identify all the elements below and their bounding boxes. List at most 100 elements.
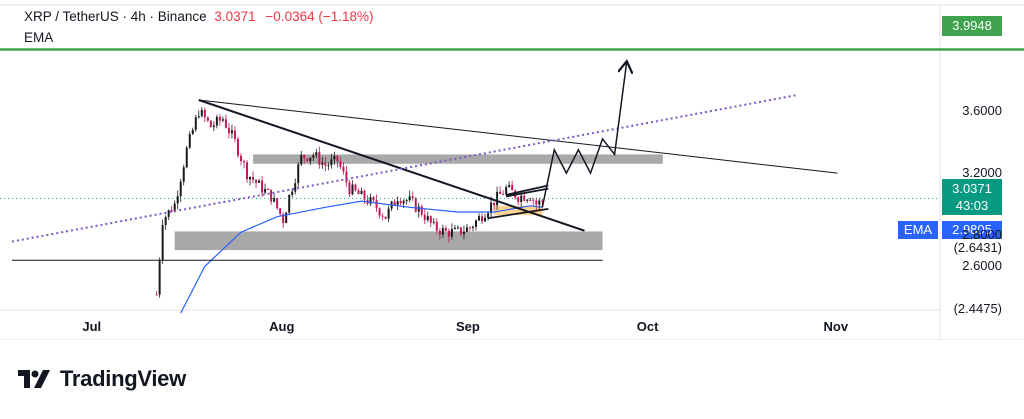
candle-body bbox=[456, 227, 459, 229]
candle-body bbox=[327, 165, 330, 167]
candle-body bbox=[493, 202, 496, 206]
candle-body bbox=[182, 167, 185, 182]
candle-body bbox=[252, 176, 255, 180]
candle-body bbox=[270, 189, 273, 202]
candle-body bbox=[375, 200, 378, 209]
candle-body bbox=[459, 227, 462, 235]
x-tick-label: Oct bbox=[636, 319, 659, 334]
candle-body bbox=[339, 161, 342, 167]
gray-zone bbox=[253, 154, 663, 164]
candle-body bbox=[487, 213, 490, 218]
candle-body bbox=[315, 152, 318, 156]
candle-body bbox=[490, 202, 493, 214]
candle-body bbox=[258, 180, 261, 183]
candle-body bbox=[475, 220, 477, 227]
candle-body bbox=[520, 195, 523, 202]
candle-body bbox=[499, 191, 502, 195]
candle-body bbox=[444, 228, 447, 231]
candle-body bbox=[224, 119, 227, 128]
candle-body bbox=[411, 196, 414, 199]
candle-body bbox=[447, 230, 450, 237]
candle-body bbox=[185, 147, 188, 168]
candle-body bbox=[321, 162, 324, 165]
candle-body bbox=[384, 216, 387, 219]
candle-body bbox=[462, 231, 465, 235]
candle-body bbox=[351, 184, 354, 195]
candle-body bbox=[441, 228, 444, 235]
candle-body bbox=[300, 154, 303, 165]
candle-body bbox=[173, 203, 176, 212]
candle-body bbox=[209, 120, 212, 128]
candle-body bbox=[502, 194, 505, 196]
y-tick-label: 2.8000 bbox=[962, 227, 1002, 243]
candle-body bbox=[176, 196, 179, 204]
candle-body bbox=[435, 221, 438, 231]
candle-body bbox=[306, 158, 309, 162]
candle-body bbox=[243, 161, 245, 163]
candle-body bbox=[215, 116, 218, 126]
candle-body bbox=[227, 127, 230, 134]
indicator-legend-ema[interactable]: EMA bbox=[24, 30, 54, 45]
candle-body bbox=[218, 116, 221, 121]
x-tick-label: Jul bbox=[82, 319, 102, 334]
candle-body bbox=[496, 191, 499, 206]
x-tick-label: Nov bbox=[823, 319, 849, 334]
candle-body bbox=[511, 185, 514, 191]
orange-zone bbox=[494, 205, 543, 216]
ema-line bbox=[180, 200, 543, 314]
x-tick-label: Sep bbox=[455, 319, 480, 334]
candle-body bbox=[426, 216, 429, 221]
y-tick-label: 3.2000 bbox=[962, 165, 1002, 181]
candle-body bbox=[465, 227, 468, 232]
candle-body bbox=[405, 200, 408, 202]
candle-body bbox=[285, 212, 288, 224]
tradingview-branding[interactable]: TradingView bbox=[16, 366, 186, 392]
candle-body bbox=[312, 155, 315, 158]
ema-value-tag: 2.9805 bbox=[942, 221, 1002, 239]
candle-body bbox=[363, 190, 366, 200]
candle-body bbox=[417, 206, 420, 212]
candle-body bbox=[158, 260, 161, 295]
candles-layer bbox=[155, 107, 544, 298]
candle-body bbox=[191, 129, 194, 135]
candle-body bbox=[408, 196, 411, 201]
candle-body bbox=[167, 210, 170, 217]
candle-body bbox=[396, 201, 399, 205]
candle-body bbox=[471, 226, 474, 229]
y-tick-label: 2.6000 bbox=[962, 258, 1002, 274]
candle-body bbox=[170, 210, 173, 212]
candle-body bbox=[273, 198, 276, 202]
candle-body bbox=[505, 187, 508, 195]
candle-body bbox=[188, 134, 191, 148]
last-price-tag-value: 3.0371 bbox=[952, 181, 992, 196]
candle-body bbox=[333, 155, 336, 160]
candle-countdown: 43:03 bbox=[955, 198, 989, 213]
candle-body bbox=[508, 185, 511, 188]
candle-body bbox=[249, 176, 252, 180]
candle-body bbox=[239, 155, 242, 162]
candle-body bbox=[354, 184, 357, 191]
candle-body bbox=[303, 154, 306, 159]
candle-body bbox=[348, 182, 351, 195]
candle-body bbox=[161, 225, 164, 261]
candle-body bbox=[414, 198, 417, 212]
price-chart[interactable] bbox=[0, 0, 1024, 340]
candle-body bbox=[381, 215, 384, 217]
chart-header[interactable]: XRP / TetherUS · 4h · Binance 3.0371 −0.… bbox=[24, 9, 374, 24]
horizontal-line-price-label: (2.4475) bbox=[953, 300, 1002, 316]
candle-body bbox=[336, 155, 339, 162]
symbol-label[interactable]: XRP / TetherUS · 4h · Binance bbox=[24, 9, 207, 24]
candle-body bbox=[261, 180, 264, 193]
candle-body bbox=[372, 197, 375, 201]
upper-trendline bbox=[198, 99, 838, 174]
candle-body bbox=[535, 200, 538, 205]
trendlines-layer bbox=[11, 94, 838, 261]
candle-body bbox=[203, 109, 206, 118]
candle-body bbox=[399, 201, 402, 204]
gray-zone bbox=[174, 231, 603, 251]
candle-body bbox=[450, 229, 453, 237]
candle-body bbox=[236, 138, 239, 156]
flag-base-line bbox=[487, 207, 549, 220]
candle-body bbox=[369, 197, 372, 204]
flag-lower-line bbox=[505, 187, 549, 198]
